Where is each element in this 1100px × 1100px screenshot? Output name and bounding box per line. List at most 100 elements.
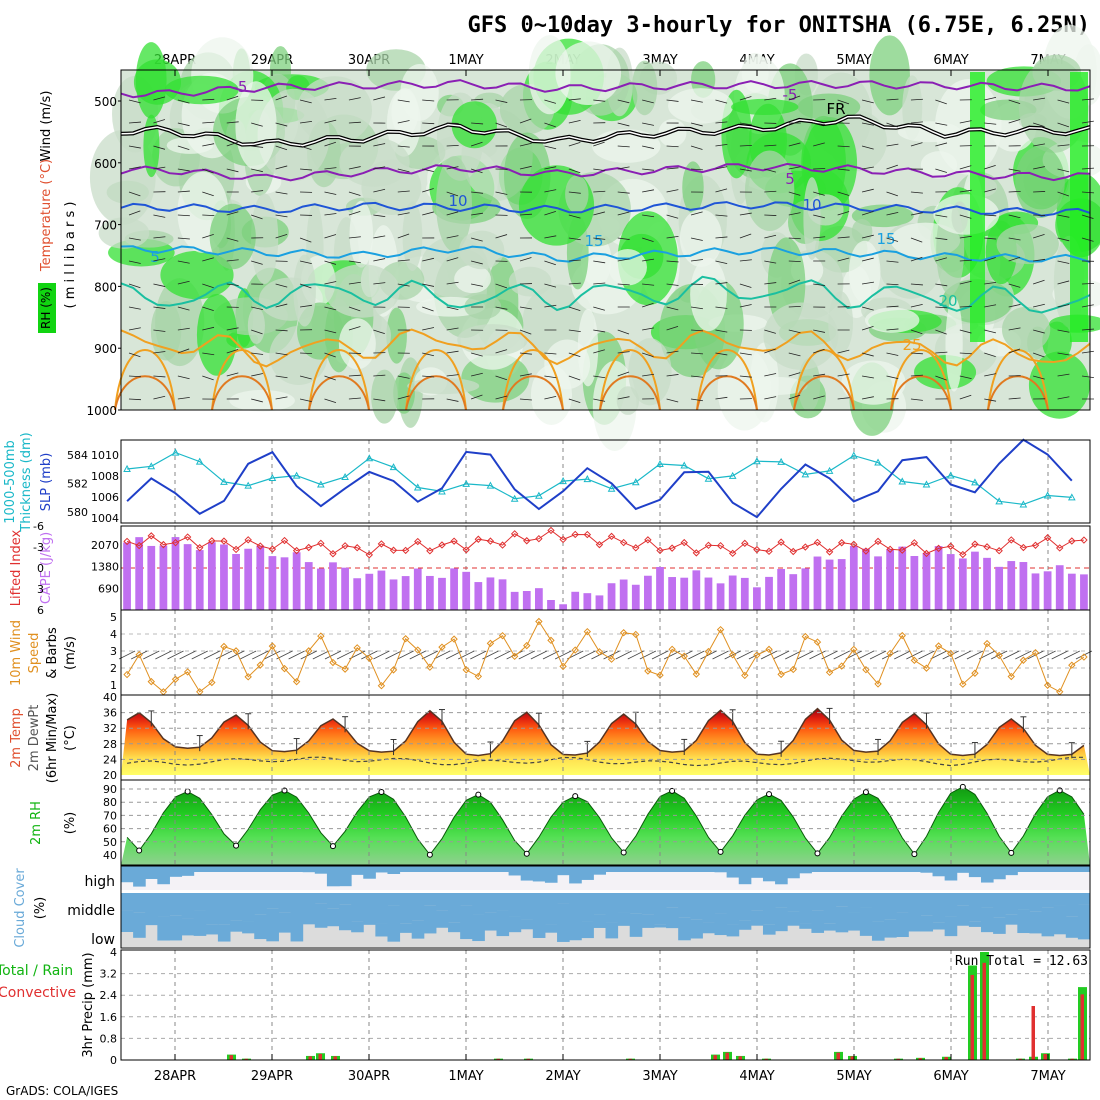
wind-barb — [373, 374, 386, 377]
cape-bar — [740, 577, 749, 610]
wind-speed-point — [716, 625, 725, 634]
low-cloud-fill — [157, 916, 170, 941]
wind-barb — [739, 212, 752, 216]
low-cloud-fill — [811, 910, 825, 933]
li-point — [910, 539, 919, 547]
low-cloud-fill — [714, 913, 728, 936]
rh-shade — [393, 372, 415, 414]
rh-shade — [807, 194, 844, 226]
high-cloud-bar — [1041, 866, 1055, 872]
wind-barb — [544, 283, 557, 288]
wind-speed-point — [474, 672, 483, 681]
cape-bar — [583, 593, 592, 610]
high-cloud-bar — [387, 866, 401, 874]
wind-speed-point — [619, 629, 628, 637]
high-cloud-bar — [993, 866, 1006, 880]
wind-barb — [251, 352, 264, 355]
wind-barb — [715, 260, 728, 264]
wind-barb — [471, 372, 483, 377]
wind-barb — [324, 167, 337, 170]
wind-barb — [470, 168, 483, 174]
wind-barb — [324, 97, 337, 101]
wind-barb — [299, 375, 312, 380]
li-point — [656, 546, 664, 555]
mid-cloud-bar — [968, 893, 982, 922]
wind-barb — [128, 327, 141, 331]
cape-bar — [220, 544, 228, 610]
low-cloud-fill — [351, 921, 364, 933]
wind-barb — [861, 325, 874, 331]
surface-isotherm — [211, 375, 273, 411]
high-cloud-bar — [641, 866, 655, 872]
precip-convective-bar — [1018, 1058, 1022, 1060]
cape-bar — [353, 578, 362, 610]
wind-barb — [813, 395, 825, 400]
high-cloud-bar — [714, 866, 728, 873]
rh-extreme-marker — [669, 787, 676, 794]
wind-barb — [788, 394, 801, 400]
cape-bar — [995, 566, 1004, 610]
mid-cloud-bar — [1065, 893, 1079, 917]
high-cloud-bar — [217, 866, 231, 872]
low-cloud-fill — [254, 914, 267, 940]
rh-shade — [690, 257, 727, 332]
wind-barb — [177, 168, 190, 172]
wind-barb — [226, 259, 239, 262]
wind-barb — [764, 168, 777, 173]
thickness-point — [704, 474, 713, 482]
wind-speed-point — [850, 645, 858, 654]
rh-shade — [98, 217, 150, 249]
cape-bar — [377, 570, 386, 610]
mid-cloud-bar — [1077, 893, 1091, 905]
wind-barb — [202, 352, 215, 356]
date-label-bottom: 6MAY — [933, 1069, 968, 1084]
date-label-bottom: 29APR — [251, 1069, 293, 1084]
wind-barb — [299, 145, 312, 150]
li-point — [813, 538, 822, 547]
high-cloud-bar — [593, 866, 606, 875]
wind-barb — [324, 213, 337, 216]
li-point — [341, 542, 349, 550]
wind-barb — [202, 306, 214, 312]
wind-barb — [128, 191, 141, 197]
wind-barb — [788, 329, 801, 334]
cape-bar — [547, 600, 555, 610]
wind-barb — [495, 395, 508, 400]
wind-barb — [397, 190, 410, 193]
wind-barb — [862, 375, 874, 379]
cape-bar — [1080, 574, 1088, 610]
precip-tick-label: 2.4 — [100, 989, 118, 1002]
surface-wind-barb — [227, 650, 245, 660]
li-point — [716, 541, 725, 550]
wind-barb — [593, 349, 605, 354]
wind-speed-point — [995, 651, 1003, 660]
mid-cloud-bar — [884, 893, 897, 920]
li-point — [789, 547, 797, 556]
wind-barb — [1033, 97, 1046, 101]
wind-barb — [128, 306, 141, 310]
wind-barb — [202, 143, 215, 147]
wind-barb — [1033, 122, 1045, 127]
wind-barb — [275, 352, 288, 356]
low-cloud-fill — [121, 910, 134, 933]
cape-tick-label: 690 — [98, 582, 119, 595]
wind-barb — [862, 281, 874, 285]
low-cloud-fill — [423, 905, 437, 934]
wind-barb — [299, 398, 312, 402]
wind-barb — [1008, 119, 1021, 124]
wind-barb — [251, 214, 263, 220]
wind-barb — [519, 306, 532, 310]
mid-cloud-bar — [1017, 893, 1030, 910]
temp-line — [126, 707, 1085, 757]
low-cloud-fill — [702, 922, 716, 934]
wind-barb — [690, 375, 704, 378]
wind-barb — [568, 329, 581, 333]
low-cloud-fill — [968, 921, 982, 927]
surface-wind-barb — [397, 650, 414, 660]
li-point — [959, 550, 967, 559]
cape-bar — [147, 545, 156, 610]
li-point — [607, 532, 616, 541]
rh-tick-label: 70 — [103, 809, 117, 822]
wind-barb — [715, 329, 728, 333]
wind-speed-point — [341, 665, 349, 673]
